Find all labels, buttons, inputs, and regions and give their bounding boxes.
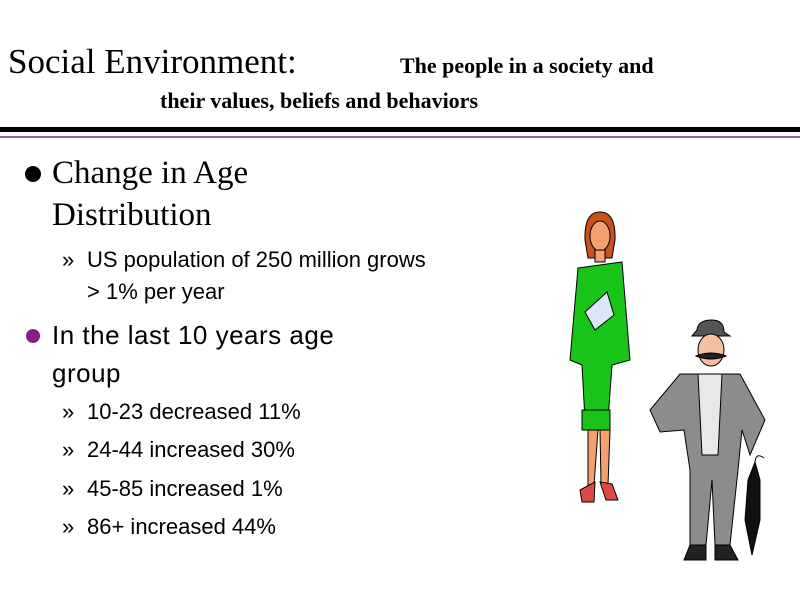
sub-bullet-text: 24-44 increased 30% — [87, 437, 295, 462]
sub-bullet-text: US population of 250 million grows > 1% … — [87, 247, 426, 304]
slide-title: Social Environment: — [8, 42, 297, 81]
woman-illustration — [569, 211, 631, 503]
sub-bullet-marker: » — [62, 399, 75, 424]
title-rule-accent — [0, 136, 800, 138]
man-illustration — [649, 319, 766, 561]
slide-subtitle: their values, beliefs and behaviors — [160, 88, 479, 113]
sub-bullet-marker: » — [62, 437, 75, 462]
bullet-text: In the last 10 years age group — [52, 320, 335, 388]
sub-bullet-marker: » — [62, 247, 75, 272]
sub-bullet-marker: » — [62, 514, 75, 539]
bullet-dot — [25, 166, 41, 182]
sub-bullet-text: 10-23 decreased 11% — [87, 399, 301, 424]
slide-subtitle: The people in a society and — [400, 53, 654, 78]
sub-bullet-text: 45-85 increased 1% — [87, 476, 283, 501]
sub-bullet-marker: » — [62, 476, 75, 501]
sub-bullet-text: 86+ increased 44% — [87, 514, 276, 539]
title-rule — [0, 127, 800, 132]
bullet-dot — [26, 329, 40, 343]
bullet-text: Change in Age Distribution — [52, 155, 249, 233]
